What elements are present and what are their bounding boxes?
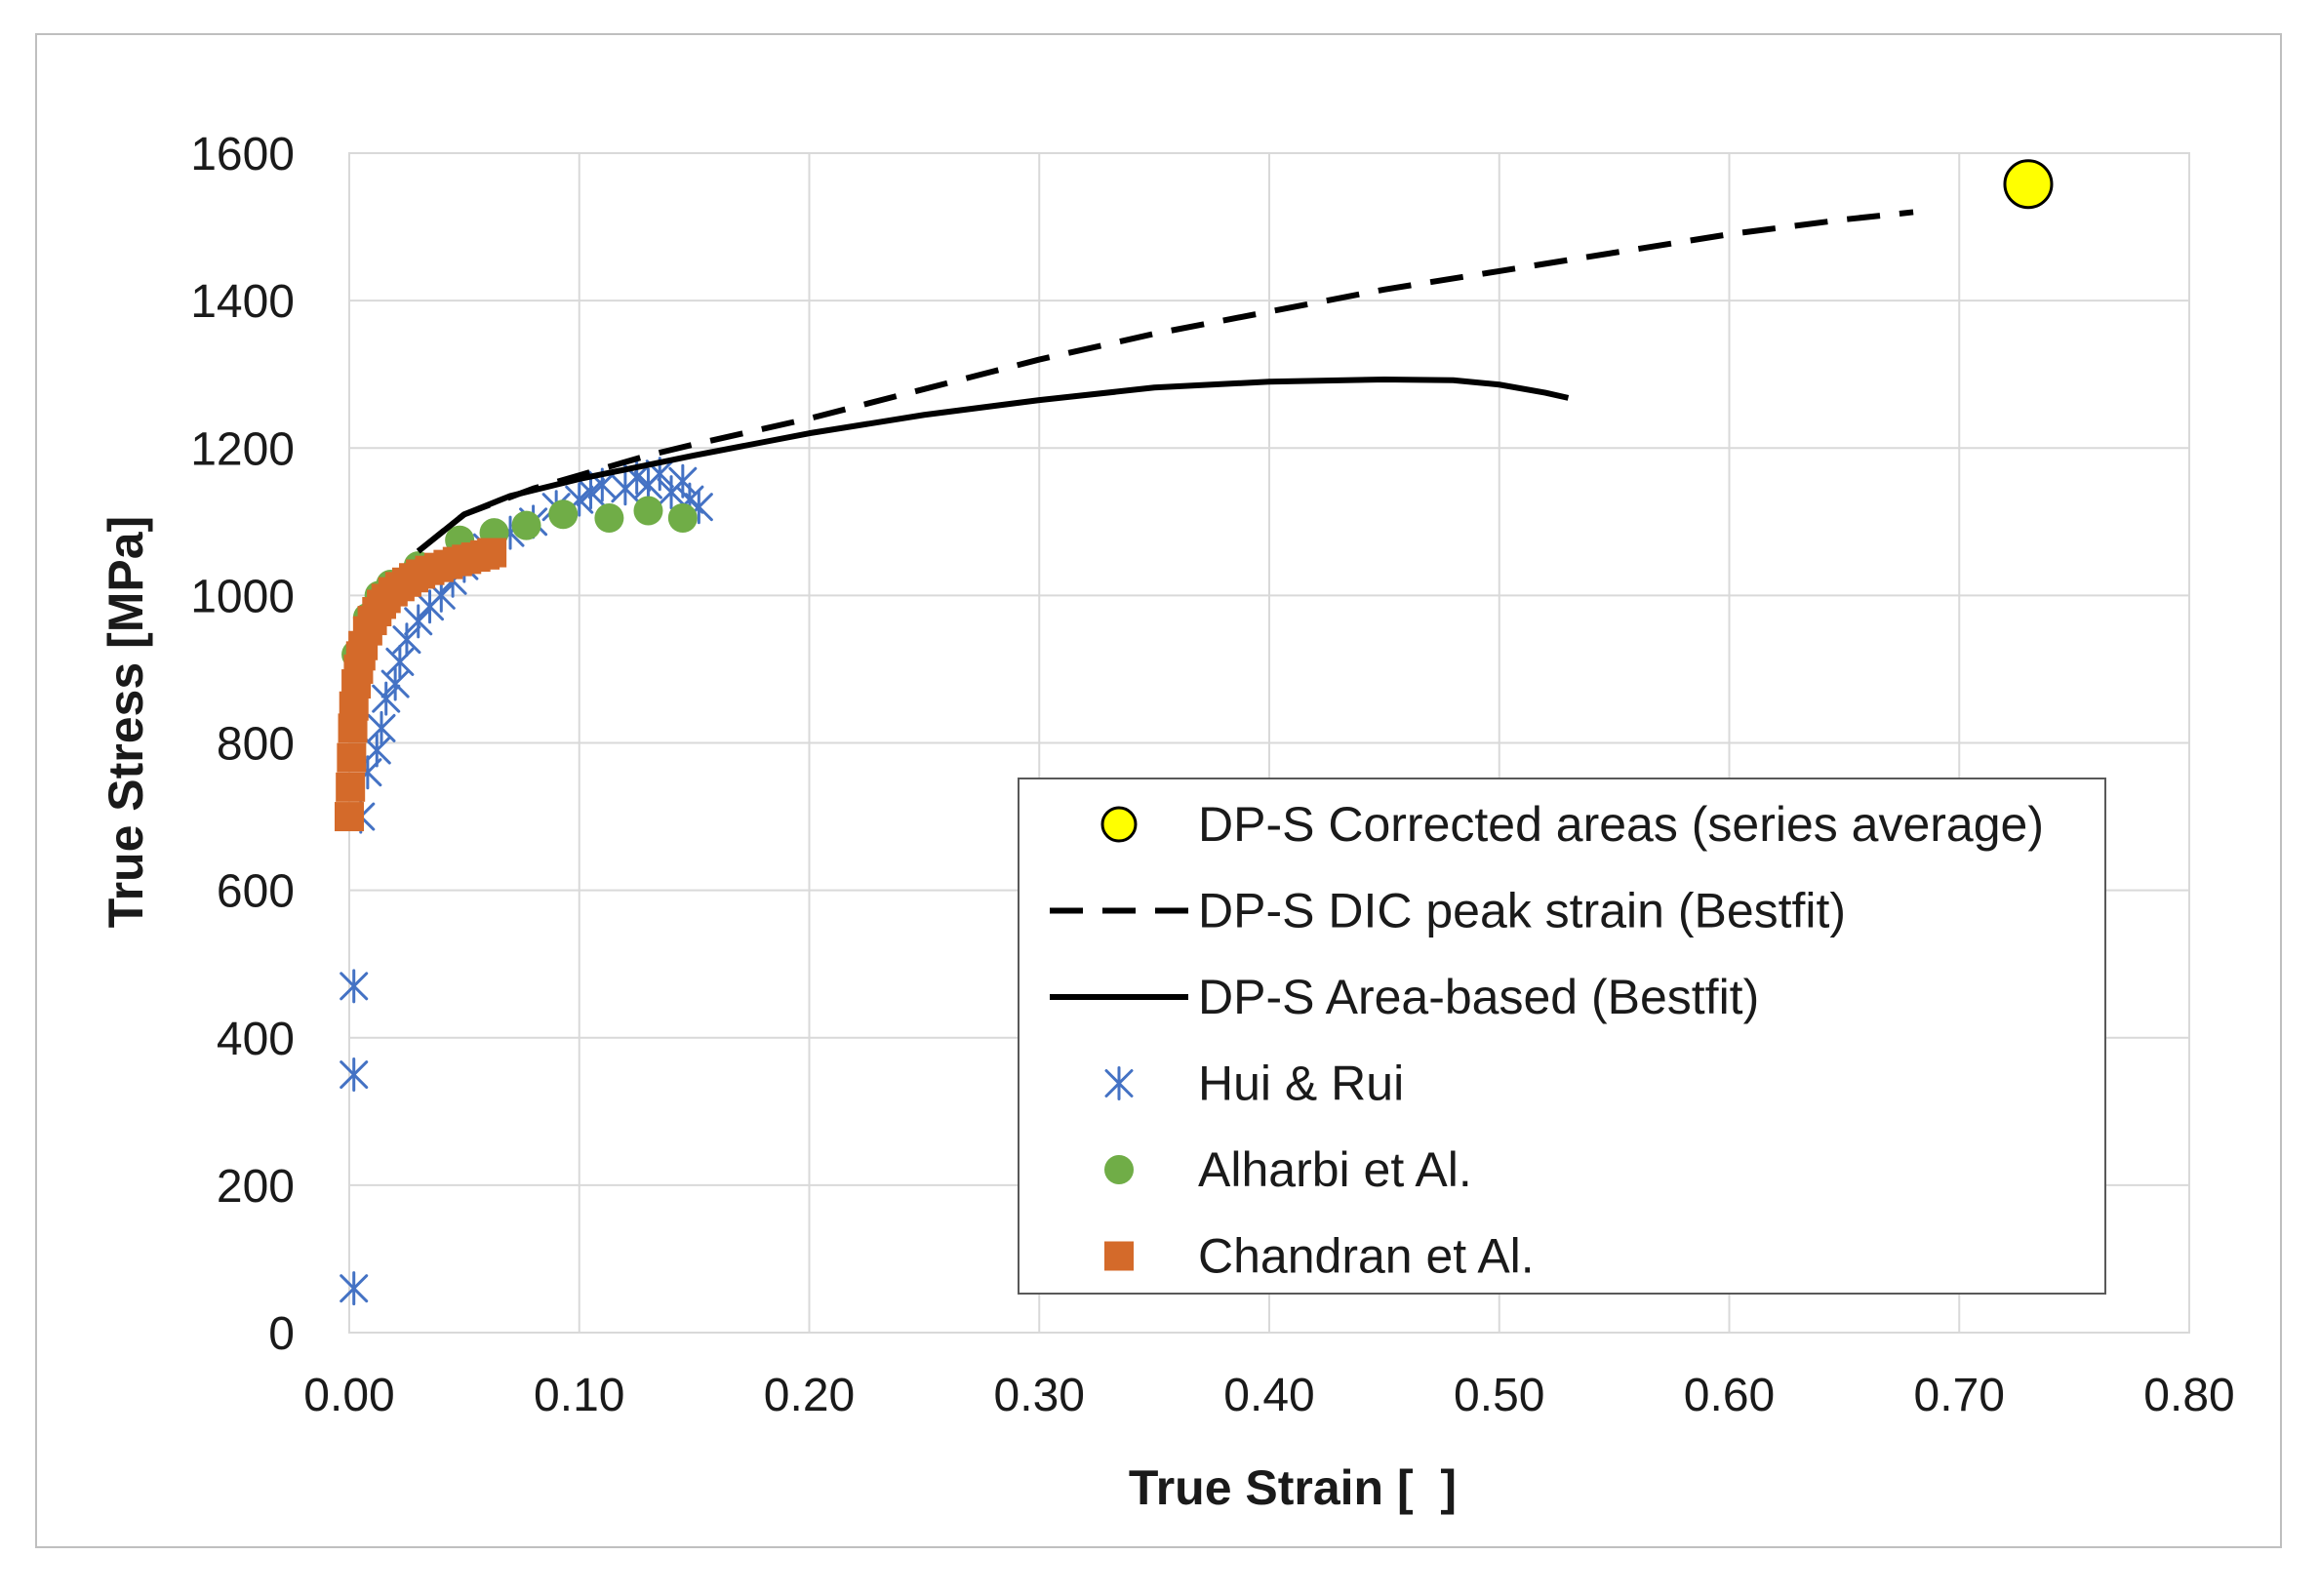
data-point xyxy=(392,622,421,658)
data-point xyxy=(477,538,507,568)
y-tick-label: 0 xyxy=(268,1308,295,1360)
x-tick-label: 0.40 xyxy=(1223,1370,1314,1421)
legend-item: Alharbi et Al. xyxy=(1104,1142,1472,1197)
y-tick-label: 1200 xyxy=(190,423,295,475)
legend-symbol xyxy=(1104,1155,1134,1184)
series-dp-s-dic-peak-strain-bestfit- xyxy=(416,209,1914,554)
data-point xyxy=(340,1271,369,1306)
legend-item: DP-S Corrected areas (series average) xyxy=(1100,797,2044,852)
legend: DP-S Corrected areas (series average) DP-… xyxy=(1018,778,2106,1295)
data-point xyxy=(335,802,364,832)
x-tick-label: 0.20 xyxy=(764,1370,855,1421)
solid-line xyxy=(416,376,1570,554)
dashed-line xyxy=(416,209,1914,554)
legend-label: DP-S DIC peak strain (Bestfit) xyxy=(1198,884,1846,938)
legend-label: Alharbi et Al. xyxy=(1198,1142,1472,1197)
data-point xyxy=(340,1057,369,1093)
legend-item: DP-S DIC peak strain (Bestfit) xyxy=(1050,884,1846,938)
data-point xyxy=(337,742,367,773)
data-point xyxy=(594,503,624,534)
y-tick-label: 800 xyxy=(217,719,295,771)
y-tick-label: 600 xyxy=(217,866,295,918)
data-point xyxy=(385,644,415,679)
plot-area-border xyxy=(348,152,2190,1334)
legend-item: DP-S Area-based (Bestfit) xyxy=(1050,970,1759,1024)
data-point xyxy=(404,604,433,639)
x-tick-label: 0.10 xyxy=(534,1370,624,1421)
data-point xyxy=(340,969,369,1004)
legend-box xyxy=(1018,778,2106,1295)
x-tick-label: 0.30 xyxy=(994,1370,1085,1421)
legend-item: Chandran et Al. xyxy=(1104,1229,1535,1284)
data-point xyxy=(667,503,698,534)
legend-symbol xyxy=(1104,1066,1134,1100)
legend-label: Chandran et Al. xyxy=(1198,1229,1535,1284)
data-point xyxy=(362,733,391,768)
series-chandran-et-al- xyxy=(335,538,507,832)
series-dp-s-corrected-areas-series-average- xyxy=(2003,159,2054,210)
y-tick-label: 1600 xyxy=(190,129,295,180)
x-tick-label: 0.80 xyxy=(2143,1370,2234,1421)
x-tick-label: 0.50 xyxy=(1454,1370,1544,1421)
legend-label: Hui & Rui xyxy=(1198,1057,1404,1111)
y-tick-label: 200 xyxy=(217,1161,295,1213)
y-tick-label: 400 xyxy=(217,1014,295,1065)
y-tick-labels: 0 200 400 600 800 1000 1200 1400 1600 xyxy=(190,129,295,1360)
series-dp-s-area-based-bestfit- xyxy=(416,376,1570,554)
data-point xyxy=(633,496,663,526)
data-point xyxy=(2003,159,2054,210)
legend-label: DP-S Area-based (Bestfit) xyxy=(1198,970,1759,1024)
data-point xyxy=(511,510,541,540)
legend-symbol-circle xyxy=(1100,806,1138,843)
data-point xyxy=(336,772,366,802)
y-tick-label: 1400 xyxy=(190,276,295,328)
x-tick-labels: 0.00 0.10 0.20 0.30 0.40 0.50 0.60 0.70 0.80 xyxy=(303,1370,2234,1421)
data-point xyxy=(548,499,579,530)
series-layer xyxy=(335,159,2054,1306)
y-tick-label: 1000 xyxy=(190,571,295,622)
legend-item: Hui & Rui xyxy=(1104,1057,1404,1111)
x-tick-label: 0.70 xyxy=(1914,1370,2005,1421)
x-tick-label: 0.60 xyxy=(1684,1370,1775,1421)
x-tick-label: 0.00 xyxy=(303,1370,394,1421)
data-point xyxy=(367,710,396,745)
x-axis-title: True Strain [ ] xyxy=(1129,1460,1457,1515)
legend-label: DP-S Corrected areas (series average) xyxy=(1198,797,2044,852)
y-axis-title: True Stress [MPa] xyxy=(99,516,153,928)
legend-symbol xyxy=(1104,1241,1134,1271)
